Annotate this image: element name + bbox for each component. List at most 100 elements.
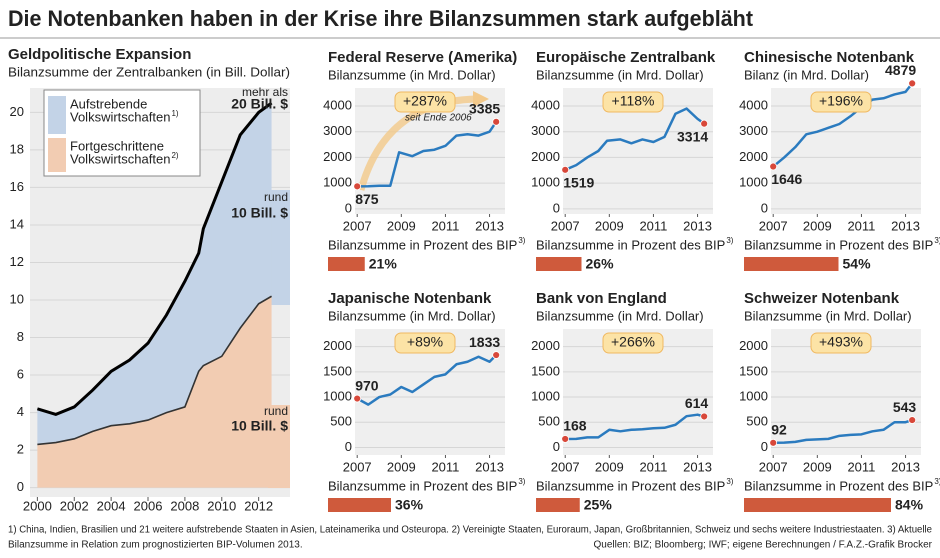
x-tick-label: 2006 xyxy=(134,498,163,513)
bar-caption: Bilanzsumme in Prozent des BIP xyxy=(744,237,933,252)
x-tick-label: 2011 xyxy=(431,459,459,474)
bar-caption: Bilanzsumme in Prozent des BIP xyxy=(744,478,933,493)
data-label: 1519 xyxy=(563,175,594,191)
x-tick-label: 2013 xyxy=(683,218,712,233)
legend-label: Volkswirtschaften xyxy=(70,109,170,124)
data-label: 970 xyxy=(355,377,379,393)
end-point xyxy=(908,416,917,424)
chart-title: Schweizer Notenbank xyxy=(744,290,900,307)
y-tick-label: 1500 xyxy=(323,363,352,378)
x-tick-label: 2009 xyxy=(803,218,832,233)
x-tick-label: 2009 xyxy=(595,459,624,474)
x-tick-label: 2007 xyxy=(343,459,372,474)
change-badge xyxy=(810,91,872,113)
end-point xyxy=(769,162,778,171)
end-point xyxy=(700,119,709,128)
share-label: 54% xyxy=(843,256,872,272)
line xyxy=(773,418,913,445)
y-tick-label: 1000 xyxy=(531,175,560,190)
annotation: 10 Bill. $ xyxy=(231,418,288,434)
chart-subtitle: Bilanzsumme (in Mrd. Dollar) xyxy=(536,308,704,323)
data-label: 543 xyxy=(893,399,917,415)
y-tick-label: 0 xyxy=(761,439,768,454)
x-tick-label: 2004 xyxy=(97,498,126,513)
y-tick-label: 0 xyxy=(345,200,352,215)
y-tick-label: 1000 xyxy=(739,175,768,190)
end-point xyxy=(769,438,778,447)
change-badge xyxy=(394,91,456,113)
legend-note: 1) xyxy=(171,109,178,118)
y-tick-label: 2000 xyxy=(323,338,352,353)
x-tick-label: 2013 xyxy=(475,459,504,474)
change-badge xyxy=(810,332,872,354)
x-tick-label: 2013 xyxy=(475,218,504,233)
change-label: +493% xyxy=(819,334,863,350)
y-tick-label: 1000 xyxy=(323,388,352,403)
y-tick-label: 2000 xyxy=(739,149,768,164)
bar-caption-note: 3) xyxy=(518,477,525,486)
y-tick-label: 4000 xyxy=(323,97,352,112)
y-tick-label: 2000 xyxy=(739,338,768,353)
y-tick-label: 2 xyxy=(17,442,24,457)
legend-box xyxy=(43,89,201,177)
page-title: Die Notenbanken haben in der Krise ihre … xyxy=(8,6,754,31)
legend-swatch xyxy=(48,138,66,172)
change-badge xyxy=(394,332,456,354)
change-label: +196% xyxy=(819,93,863,109)
bar-caption: Bilanzsumme in Prozent des BIP xyxy=(536,237,725,252)
data-label: 614 xyxy=(685,395,709,411)
x-tick-label: 2002 xyxy=(60,498,89,513)
y-tick-label: 500 xyxy=(538,414,560,429)
annotation: 10 Bill. $ xyxy=(231,205,288,221)
x-tick-label: 2012 xyxy=(244,498,273,513)
share-bar xyxy=(744,498,891,512)
annotation: 20 Bill. $ xyxy=(231,96,288,112)
y-tick-label: 3000 xyxy=(739,123,768,138)
y-tick-label: 500 xyxy=(746,414,768,429)
y-tick-label: 3000 xyxy=(531,123,560,138)
share-bar xyxy=(328,498,391,512)
bar-caption-note: 3) xyxy=(934,236,940,245)
chart-subtitle: Bilanzsumme (in Mrd. Dollar) xyxy=(328,67,496,82)
chart-title: Bank von England xyxy=(536,290,667,307)
share-label: 26% xyxy=(586,256,615,272)
end-point xyxy=(700,412,709,421)
share-label: 25% xyxy=(584,497,613,513)
y-tick-label: 8 xyxy=(17,329,24,344)
footnote: 1) China, Indien, Brasilien und 21 weite… xyxy=(8,525,932,536)
share-label: 84% xyxy=(895,497,924,513)
legend-label: Fortgeschrittene xyxy=(70,138,164,153)
change-label: +89% xyxy=(407,334,443,350)
x-tick-label: 2011 xyxy=(847,218,875,233)
chart-subtitle: Bilanzsumme (in Mrd. Dollar) xyxy=(536,67,704,82)
bar-caption-note: 3) xyxy=(518,236,525,245)
end-point xyxy=(492,117,501,126)
x-tick-label: 2009 xyxy=(387,218,416,233)
annotation: rund xyxy=(264,404,288,418)
y-tick-label: 1000 xyxy=(323,175,352,190)
y-tick-label: 3000 xyxy=(323,123,352,138)
label-block xyxy=(268,190,290,305)
y-tick-label: 0 xyxy=(553,439,560,454)
y-tick-label: 4000 xyxy=(531,97,560,112)
bar-caption-note: 3) xyxy=(934,477,940,486)
legend-swatch xyxy=(48,96,66,134)
line xyxy=(565,413,705,441)
source: Quellen: BIZ; Bloomberg; IWF; eigene Ber… xyxy=(594,540,933,551)
label-block xyxy=(268,405,290,488)
x-tick-label: 2011 xyxy=(639,218,667,233)
y-tick-label: 4 xyxy=(17,404,24,419)
line xyxy=(357,121,498,188)
data-label: 3385 xyxy=(469,101,500,117)
area xyxy=(37,296,272,488)
x-tick-label: 2008 xyxy=(170,498,199,513)
y-tick-label: 10 xyxy=(10,291,24,306)
chart-title: Chinesische Notenbank xyxy=(744,49,915,66)
chart-subtitle: Bilanzsumme der Zentralbanken (in Bill. … xyxy=(8,64,290,79)
y-tick-label: 1000 xyxy=(739,388,768,403)
footnote: Bilanzsumme in Relation zum prognostizie… xyxy=(8,540,303,551)
bar-caption-note: 3) xyxy=(726,236,733,245)
annotation: seit Ende 2006 xyxy=(405,113,472,124)
